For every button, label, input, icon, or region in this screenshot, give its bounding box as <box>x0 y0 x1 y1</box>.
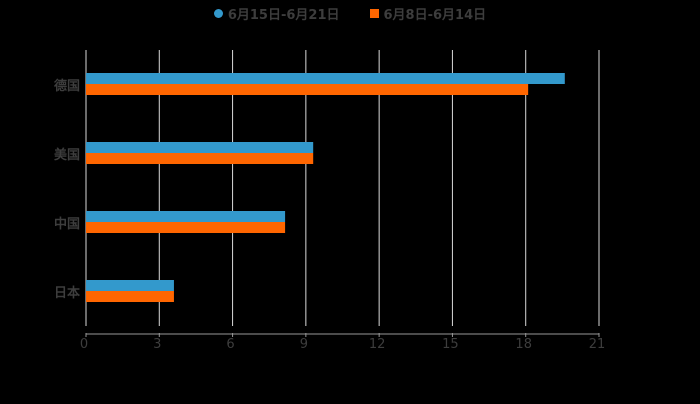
category-label: 德国 <box>53 79 80 94</box>
category-label: 美国 <box>53 148 80 163</box>
x-tick-label: 9 <box>299 337 308 352</box>
legend-item-week1[interactable]: 6月8日-6月14日 <box>369 4 487 23</box>
legend-label: 6月8日-6月14日 <box>383 7 487 23</box>
bar-week1[interactable] <box>86 222 286 233</box>
x-tick-label: 0 <box>79 337 89 352</box>
bar-week2[interactable] <box>86 73 565 84</box>
x-tick-label: 3 <box>153 337 162 352</box>
x-tick-label: 12 <box>368 337 386 352</box>
x-tick-label: 21 <box>588 337 606 352</box>
bar-week1[interactable] <box>86 84 529 95</box>
x-tick-label: 6 <box>226 337 235 352</box>
x-tick-label: 15 <box>442 337 459 352</box>
bar-week2[interactable] <box>86 142 314 153</box>
legend-label: 6月15日-6月21日 <box>227 7 340 23</box>
bar-week2[interactable] <box>86 211 286 222</box>
category-label: 日本 <box>53 286 80 301</box>
legend-square-icon <box>369 8 379 18</box>
bar-week1[interactable] <box>86 291 174 302</box>
legend-circle-icon <box>213 8 223 18</box>
bar-week2[interactable] <box>86 280 174 291</box>
category-label: 中国 <box>53 217 80 232</box>
chart-legend: 6月15日-6月21日 6月8日-6月14日 <box>0 4 700 23</box>
bar-week1[interactable] <box>86 153 314 164</box>
legend-item-week2[interactable]: 6月15日-6月21日 <box>213 4 340 23</box>
x-tick-label: 18 <box>515 337 532 352</box>
